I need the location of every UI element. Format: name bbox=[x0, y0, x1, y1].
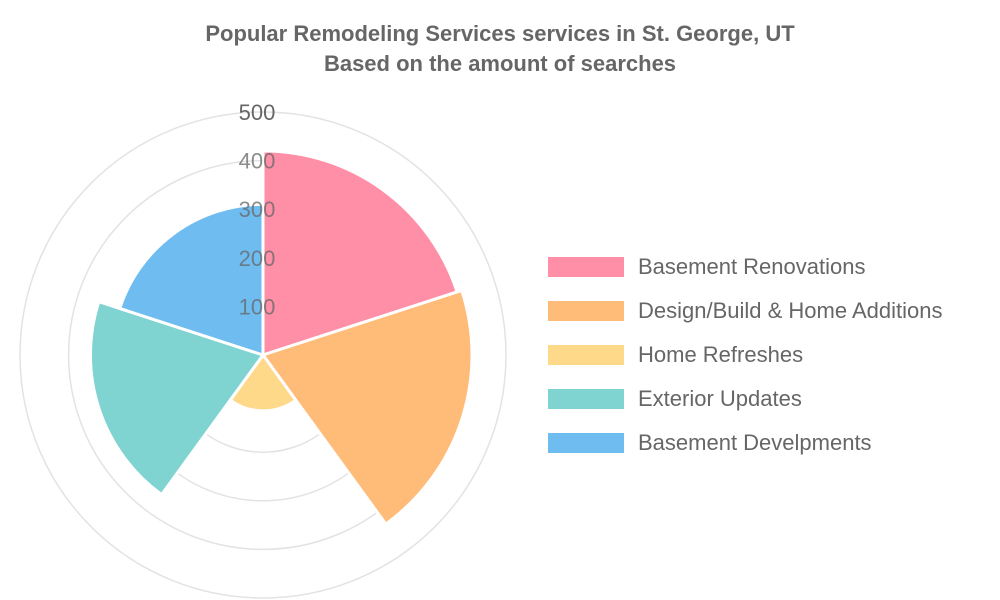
slice-4[interactable] bbox=[88, 300, 265, 497]
legend-swatch bbox=[548, 433, 624, 453]
radial-tick-300: 300 bbox=[239, 197, 276, 222]
legend-item[interactable]: Home Refreshes bbox=[548, 333, 943, 377]
chart-title: Popular Remodeling Services services in … bbox=[205, 21, 795, 46]
legend-label: Design/Build & Home Additions bbox=[638, 298, 943, 323]
chart-subtitle: Based on the amount of searches bbox=[323, 51, 677, 76]
legend-item[interactable]: Exterior Updates bbox=[548, 377, 943, 421]
legend-swatch bbox=[548, 301, 624, 321]
chart-slices bbox=[88, 149, 474, 526]
legend-label: Exterior Updates bbox=[638, 386, 802, 411]
legend-label: Basement Renovations bbox=[638, 254, 866, 279]
legend-item[interactable]: Design/Build & Home Additions bbox=[548, 289, 943, 333]
radial-tick-400: 400 bbox=[239, 149, 276, 174]
grid-ring-5 bbox=[19, 111, 507, 599]
radial-tick-500: 500 bbox=[239, 100, 276, 125]
legend-swatch bbox=[548, 389, 624, 409]
legend-label: Home Refreshes bbox=[638, 342, 804, 367]
slice-5[interactable] bbox=[118, 202, 265, 357]
radial-tick-100: 100 bbox=[239, 294, 276, 319]
slice-1[interactable] bbox=[261, 149, 459, 357]
legend-item[interactable]: Basement Renovations bbox=[548, 245, 943, 289]
slice-2[interactable] bbox=[261, 288, 474, 526]
chart-legend: Basement Renovations Design/Build & Home … bbox=[548, 245, 943, 465]
legend-swatch bbox=[548, 257, 624, 277]
legend-item[interactable]: Basement Develpments bbox=[548, 421, 943, 465]
radial-tick-200: 200 bbox=[239, 246, 276, 271]
legend-swatch bbox=[548, 345, 624, 365]
radial-tick-labels: 100 200 300 400 500 bbox=[239, 100, 276, 319]
legend-label: Basement Develpments bbox=[638, 430, 872, 455]
slice-3[interactable] bbox=[228, 353, 298, 413]
